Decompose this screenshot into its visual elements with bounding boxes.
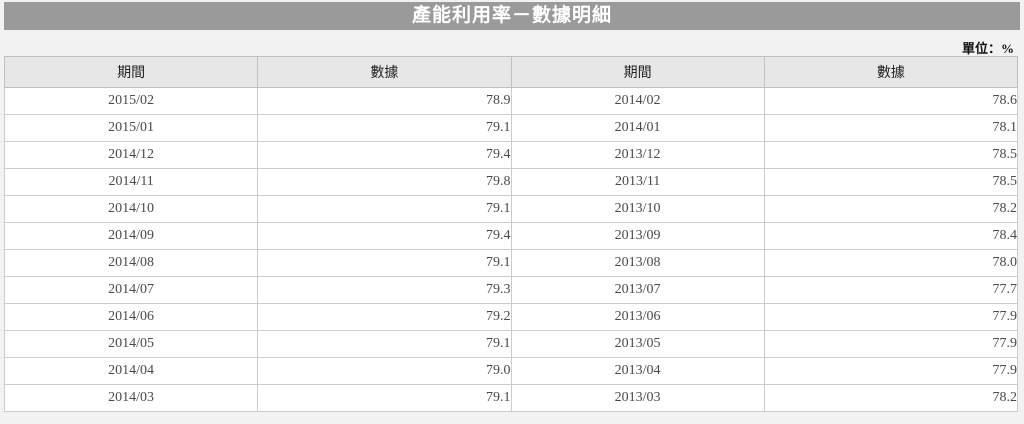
- table-row: 2014/10 79.1 2013/10 78.2: [3, 195, 1019, 223]
- period-cell: 2013/12: [510, 141, 765, 169]
- period-cell: 2013/08: [510, 249, 765, 277]
- value-cell: 79.3: [257, 276, 512, 304]
- period-cell: 2013/11: [510, 168, 765, 196]
- period-cell: 2013/06: [510, 303, 765, 331]
- period-cell: 2013/09: [510, 222, 765, 250]
- column-header-value-right: 數據: [763, 56, 1019, 88]
- period-cell: 2014/08: [3, 249, 259, 277]
- unit-row: 單位：%: [0, 30, 1024, 56]
- value-cell: 78.2: [763, 195, 1019, 223]
- value-cell: 77.9: [763, 330, 1019, 358]
- period-cell: 2014/05: [3, 330, 259, 358]
- table-row: 2014/11 79.8 2013/11 78.5: [3, 168, 1019, 196]
- value-cell: 78.5: [763, 141, 1019, 169]
- value-cell: 78.5: [763, 168, 1019, 196]
- period-cell: 2013/03: [510, 384, 765, 412]
- period-cell: 2014/03: [3, 384, 259, 412]
- period-cell: 2014/04: [3, 357, 259, 385]
- value-cell: 79.8: [257, 168, 512, 196]
- table-row: 2014/03 79.1 2013/03 78.2: [3, 384, 1019, 412]
- value-cell: 79.0: [257, 357, 512, 385]
- period-cell: 2015/01: [3, 114, 259, 142]
- period-cell: 2013/04: [510, 357, 765, 385]
- column-header-value-left: 數據: [257, 56, 512, 88]
- value-cell: 77.7: [763, 276, 1019, 304]
- column-header-period-right: 期間: [510, 56, 765, 88]
- value-cell: 78.1: [763, 114, 1019, 142]
- value-cell: 79.1: [257, 384, 512, 412]
- period-cell: 2014/06: [3, 303, 259, 331]
- table-row: 2014/12 79.4 2013/12 78.5: [3, 141, 1019, 169]
- table-row: 2015/02 78.9 2014/02 78.6: [3, 87, 1019, 115]
- period-cell: 2013/07: [510, 276, 765, 304]
- table-row: 2014/04 79.0 2013/04 77.9: [3, 357, 1019, 385]
- period-cell: 2014/01: [510, 114, 765, 142]
- period-cell: 2013/10: [510, 195, 765, 223]
- value-cell: 77.9: [763, 303, 1019, 331]
- table-body: 2015/02 78.9 2014/02 78.6 2015/01 79.1 2…: [3, 87, 1019, 412]
- table-row: 2014/07 79.3 2013/07 77.7: [3, 276, 1019, 304]
- value-cell: 79.1: [257, 114, 512, 142]
- period-cell: 2014/09: [3, 222, 259, 250]
- value-cell: 78.9: [257, 87, 512, 115]
- value-cell: 79.1: [257, 249, 512, 277]
- value-cell: 78.4: [763, 222, 1019, 250]
- table-row: 2014/06 79.2 2013/06 77.9: [3, 303, 1019, 331]
- page-title: 產能利用率－數據明細: [411, 5, 612, 26]
- table-row: 2014/05 79.1 2013/05 77.9: [3, 330, 1019, 358]
- value-cell: 78.0: [763, 249, 1019, 277]
- period-cell: 2014/07: [3, 276, 259, 304]
- column-header-period-left: 期間: [3, 56, 259, 88]
- value-cell: 78.2: [763, 384, 1019, 412]
- table-head: 期間 數據 期間 數據: [3, 56, 1019, 88]
- table-row: 2015/01 79.1 2014/01 78.1: [3, 114, 1019, 142]
- title-bar: 產能利用率－數據明細: [4, 2, 1020, 30]
- table-header-row: 期間 數據 期間 數據: [3, 56, 1019, 88]
- unit-label: 單位：%: [961, 41, 1014, 56]
- period-cell: 2014/11: [3, 168, 259, 196]
- value-cell: 79.1: [257, 330, 512, 358]
- table-row: 2014/09 79.4 2013/09 78.4: [3, 222, 1019, 250]
- value-cell: 79.1: [257, 195, 512, 223]
- value-cell: 78.6: [763, 87, 1019, 115]
- period-cell: 2014/02: [510, 87, 765, 115]
- period-cell: 2014/12: [3, 141, 259, 169]
- value-cell: 79.4: [257, 222, 512, 250]
- value-cell: 79.4: [257, 141, 512, 169]
- table-row: 2014/08 79.1 2013/08 78.0: [3, 249, 1019, 277]
- period-cell: 2014/10: [3, 195, 259, 223]
- value-cell: 77.9: [763, 357, 1019, 385]
- period-cell: 2013/05: [510, 330, 765, 358]
- data-table: 期間 數據 期間 數據 2015/02 78.9 2014/02 78.6 20…: [3, 56, 1019, 412]
- period-cell: 2015/02: [3, 87, 259, 115]
- value-cell: 79.2: [257, 303, 512, 331]
